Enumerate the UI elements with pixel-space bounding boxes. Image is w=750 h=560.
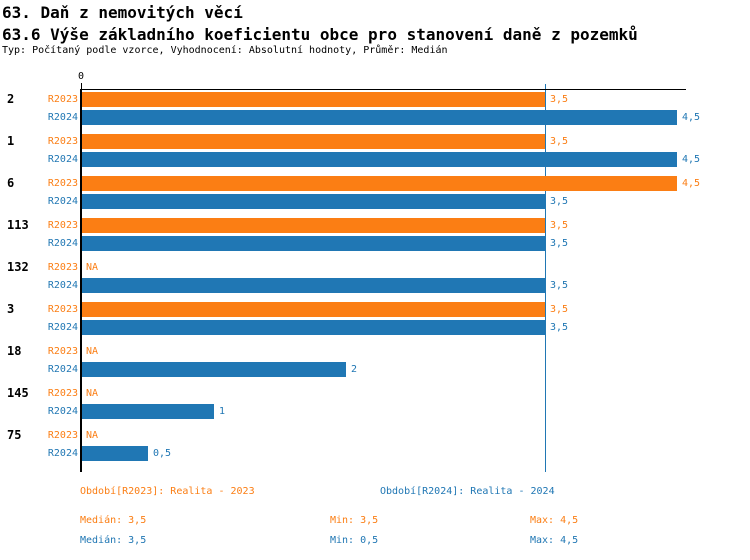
series-label-r2023: R2023	[47, 346, 78, 357]
series-label-r2023: R2023	[47, 388, 78, 399]
bar-r2023	[82, 134, 545, 149]
series-label-r2024: R2024	[47, 364, 78, 375]
x-axis-tick-label: 0	[77, 71, 85, 82]
stat-median-r2024: Medián: 3,5	[80, 535, 147, 546]
bar-value-label: 4,5	[682, 154, 701, 165]
series-label-r2023: R2023	[47, 94, 78, 105]
series-label-r2023: R2023	[47, 136, 78, 147]
legend-r2024: Období[R2024]: Realita - 2024	[380, 486, 555, 497]
series-label-r2024: R2024	[47, 280, 78, 291]
stat-min-r2023: Min: 3,5	[330, 515, 379, 526]
series-label-r2023: R2023	[47, 304, 78, 315]
bar-r2024	[82, 362, 346, 377]
na-label: NA	[86, 430, 99, 441]
bar-r2023	[82, 176, 677, 191]
chart-meta: Typ: Počítaný podle vzorce, Vyhodnocení:…	[2, 45, 448, 56]
bar-chart: 0 2 R2023 3,5 R2024 4,5 1 R2023 3,5 R2024 4,5 6 R202…	[7, 71, 701, 472]
series-label-r2024: R2024	[47, 196, 78, 207]
bar-value-label: 3,5	[550, 238, 569, 249]
bar-value-label: 3,5	[550, 196, 569, 207]
bar-r2024	[82, 236, 545, 251]
stat-max-r2024: Max: 4,5	[530, 535, 579, 546]
bar-value-label: 3,5	[550, 322, 569, 333]
bar-r2024	[82, 320, 545, 335]
bar-r2023	[82, 218, 545, 233]
bar-r2024	[82, 194, 545, 209]
series-label-r2023: R2023	[47, 430, 78, 441]
series-label-r2023: R2023	[47, 178, 78, 189]
series-label-r2024: R2024	[47, 406, 78, 417]
x-axis-tick	[81, 83, 82, 93]
category-label: 145	[7, 386, 29, 400]
bar-r2024	[82, 278, 545, 293]
na-label: NA	[86, 262, 99, 273]
category-label: 2	[7, 92, 15, 106]
stat-max-r2023: Max: 4,5	[530, 515, 579, 526]
category-label: 1	[7, 134, 15, 148]
category-label: 75	[7, 428, 22, 442]
bar-value-label: 1	[219, 406, 226, 417]
series-label-r2023: R2023	[47, 220, 78, 231]
bar-value-label: 3,5	[550, 94, 569, 105]
bar-value-label: 2	[351, 364, 358, 375]
bar-value-label: 3,5	[550, 220, 569, 231]
bar-r2024	[82, 152, 677, 167]
x-axis-line	[80, 89, 686, 90]
category-label: 132	[7, 260, 29, 274]
bar-r2023	[82, 302, 545, 317]
na-label: NA	[86, 346, 99, 357]
bar-value-label: 4,5	[682, 178, 701, 189]
series-label-r2023: R2023	[47, 262, 78, 273]
category-label: 6	[7, 176, 15, 190]
page-title: 63. Daň z nemovitých věcí	[2, 3, 243, 22]
bar-value-label: 3,5	[550, 136, 569, 147]
bar-value-label: 0,5	[153, 448, 172, 459]
series-label-r2024: R2024	[47, 112, 78, 123]
stat-median-r2023: Medián: 3,5	[80, 515, 147, 526]
bar-value-label: 3,5	[550, 280, 569, 291]
category-label: 113	[7, 218, 29, 232]
bar-value-label: 3,5	[550, 304, 569, 315]
y-axis-line	[80, 89, 82, 472]
series-label-r2024: R2024	[47, 448, 78, 459]
na-label: NA	[86, 388, 99, 399]
bar-r2024	[82, 446, 148, 461]
bar-value-label: 4,5	[682, 112, 701, 123]
bar-r2024	[82, 110, 677, 125]
stat-min-r2024: Min: 0,5	[330, 535, 379, 546]
page-subtitle: 63.6 Výše základního koeficientu obce pr…	[2, 25, 638, 44]
series-label-r2024: R2024	[47, 238, 78, 249]
category-label: 3	[7, 302, 15, 316]
reference-line	[545, 84, 546, 472]
series-label-r2024: R2024	[47, 154, 78, 165]
bar-r2024	[82, 404, 214, 419]
legend-r2023: Období[R2023]: Realita - 2023	[80, 486, 255, 497]
series-label-r2024: R2024	[47, 322, 78, 333]
category-label: 18	[7, 344, 22, 358]
bar-r2023	[82, 92, 545, 107]
